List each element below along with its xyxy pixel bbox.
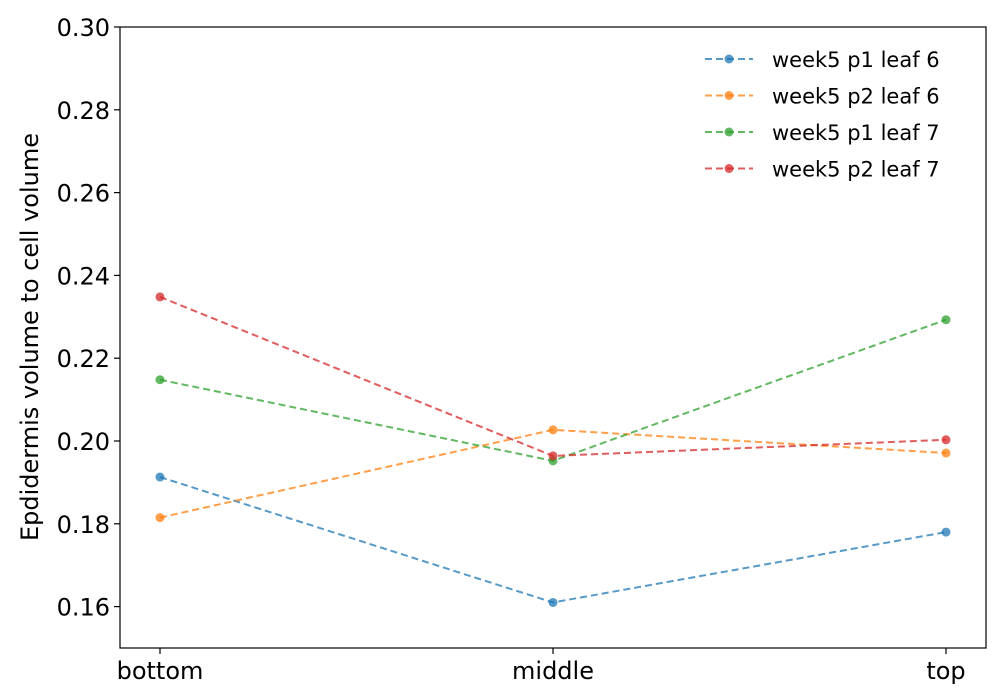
legend-label: week5 p1 leaf 7: [772, 121, 940, 145]
legend-marker: [724, 91, 734, 100]
legend-item: week5 p2 leaf 6: [705, 85, 940, 109]
x-axis: bottom middle top: [117, 648, 966, 685]
data-point: [155, 513, 165, 523]
y-tick-label: 0.22: [57, 345, 110, 373]
data-point: [155, 375, 165, 385]
series-1: [155, 472, 951, 607]
legend-label: week5 p1 leaf 6: [772, 48, 940, 72]
y-tick-label: 0.26: [57, 180, 110, 208]
y-tick-label: 0.28: [57, 97, 110, 125]
y-tick-label: 0.18: [57, 511, 110, 539]
x-tick-label: middle: [512, 657, 594, 685]
data-point: [941, 435, 951, 445]
legend-marker: [724, 127, 734, 137]
x-tick-label: bottom: [117, 657, 204, 685]
legend: week5 p1 leaf 6 week5 p2 leaf 6 week5 p1 l…: [705, 48, 940, 182]
y-tick-label: 0.16: [57, 594, 110, 622]
y-tick-label: 0.30: [57, 14, 110, 42]
x-tick-label: top: [926, 657, 965, 685]
data-point: [941, 315, 951, 325]
data-point: [941, 527, 951, 537]
series-layer: [155, 292, 951, 607]
y-axis: 0.16 0.18 0.20 0.22 0.24 0.26 0.28 0.30: [57, 14, 120, 622]
data-point: [155, 472, 165, 482]
data-point: [941, 448, 951, 458]
legend-item: week5 p1 leaf 7: [705, 121, 940, 145]
data-point: [548, 425, 558, 435]
y-tick-label: 0.20: [57, 428, 110, 456]
y-axis-title: Epdidermis volume to cell volume: [16, 133, 44, 541]
legend-marker: [724, 54, 734, 64]
data-point: [155, 292, 165, 302]
plot-area: [119, 26, 987, 649]
legend-item: week5 p2 leaf 7: [705, 158, 940, 182]
legend-label: week5 p2 leaf 6: [772, 85, 940, 109]
legend-item: week5 p1 leaf 6: [705, 48, 940, 72]
legend-label: week5 p2 leaf 7: [772, 158, 940, 182]
legend-marker: [724, 164, 734, 173]
series-4: [155, 292, 951, 461]
data-point: [548, 451, 558, 461]
data-point: [548, 597, 558, 607]
y-tick-label: 0.24: [57, 262, 110, 290]
